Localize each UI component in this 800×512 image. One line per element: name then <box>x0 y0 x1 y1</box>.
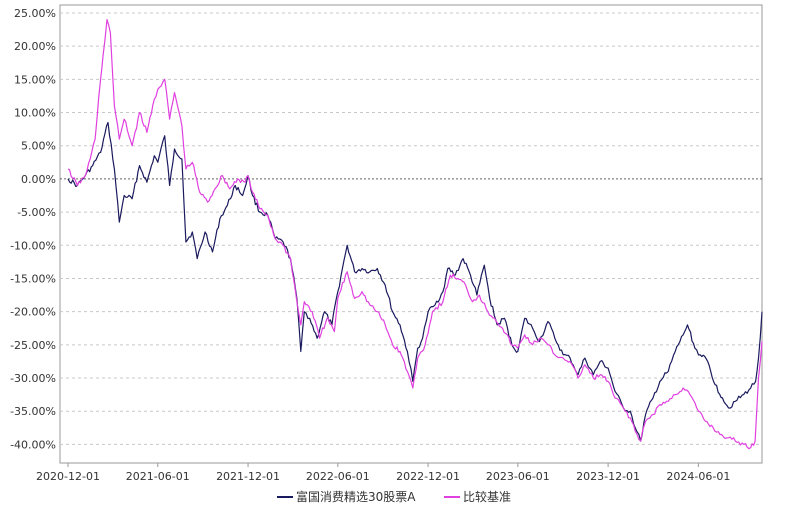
y-tick-label: -10.00% <box>10 239 56 252</box>
legend: 富国消费精选30股票A 比较基准 <box>277 489 511 504</box>
x-tick-label: 2021-06-01 <box>126 470 190 483</box>
x-tick-label: 2020-12-01 <box>36 470 100 483</box>
y-tick-label: 25.00% <box>14 7 56 20</box>
y-tick-label: 5.00% <box>21 140 56 153</box>
x-axis-ticks: 2020-12-01 2021-06-01 2021-12-01 2022-06-01… <box>36 463 730 483</box>
y-tick-label: -5.00% <box>17 206 56 219</box>
y-tick-label: -15.00% <box>10 272 56 285</box>
plot-area-border <box>59 4 763 464</box>
series-line-fund <box>67 121 763 442</box>
x-tick-label: 2023-06-01 <box>486 470 550 483</box>
x-tick-label: 2022-12-01 <box>396 470 460 483</box>
series-line-benchmark <box>67 19 763 450</box>
y-tick-label: -20.00% <box>10 306 56 319</box>
x-tick-label: 2024-06-01 <box>666 470 730 483</box>
grid-lines <box>60 12 762 445</box>
y-tick-label: 10.00% <box>14 107 56 120</box>
y-tick-label: 15.00% <box>14 73 56 86</box>
y-tick-label: -40.00% <box>10 438 56 451</box>
series-lines <box>67 19 763 450</box>
x-tick-label: 2023-12-01 <box>576 470 640 483</box>
y-tick-label: -30.00% <box>10 372 56 385</box>
x-tick-label: 2021-12-01 <box>216 470 280 483</box>
x-tick-label: 2022-06-01 <box>306 470 370 483</box>
y-tick-label: -35.00% <box>10 405 56 418</box>
y-tick-label: 20.00% <box>14 40 56 53</box>
legend-label-fund: 富国消费精选30股票A <box>296 489 416 504</box>
y-tick-label: 0.00% <box>21 173 56 186</box>
y-axis-ticks: 25.00% 20.00% 15.00% 10.00% 5.00% 0.00% -5.00%… <box>10 7 56 451</box>
legend-label-benchmark: 比较基准 <box>463 489 511 504</box>
y-tick-label: -25.00% <box>10 339 56 352</box>
